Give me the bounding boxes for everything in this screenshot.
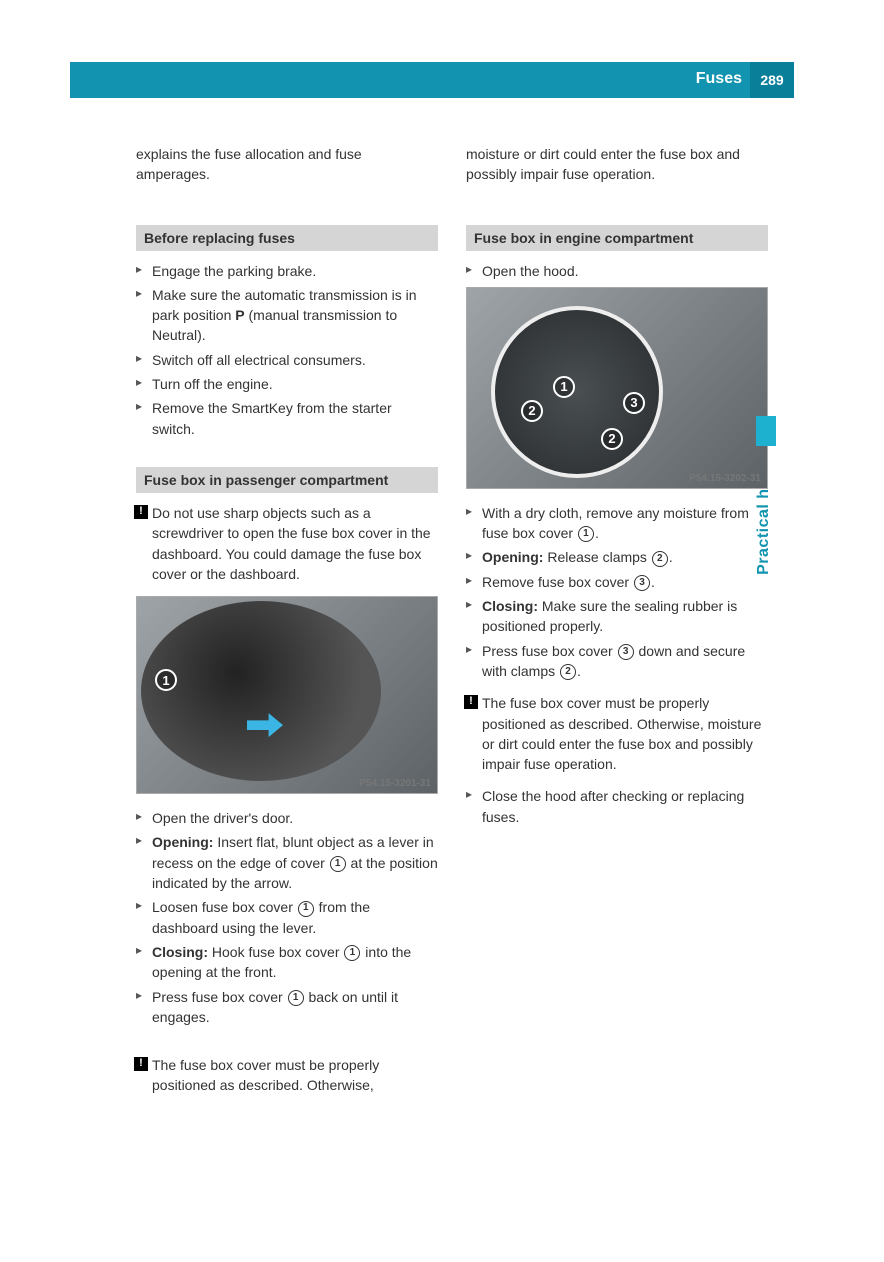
header-bar: Fuses 289 [70,62,794,98]
header-title: Fuses [696,70,742,88]
list-item: Make sure the automatic transmission is … [136,285,438,346]
list-item: Turn off the engine. [136,374,438,394]
list-item: Open the driver's door. [136,808,438,828]
list-item: Opening: Insert flat, blunt object as a … [136,832,438,893]
section-engine-fusebox: Fuse box in engine compartment [466,225,768,251]
image-engine-fusebox: 1 2 2 3 P54.15-3202-31 [466,287,768,489]
right-column: moisture or dirt could enter the fuse bo… [466,144,768,1108]
list-item: Close the hood after checking or replaci… [466,786,768,827]
right-intro: moisture or dirt could enter the fuse bo… [466,144,768,185]
page-number-box: 289 [750,62,794,98]
list-item: With a dry cloth, remove any moisture fr… [466,503,768,544]
content-area: explains the fuse allocation and fuse am… [0,98,884,1108]
image-callout: 1 [553,376,575,398]
list-item: Remove the SmartKey from the starter swi… [136,398,438,439]
list-item: Loosen fuse box cover 1 from the dashboa… [136,897,438,938]
left-column: explains the fuse allocation and fuse am… [136,144,438,1108]
warning-icon: ! [464,695,478,709]
passenger-steps-list: Open the driver's door. Opening: Insert … [136,808,438,1027]
list-item: Open the hood. [466,261,768,281]
warning-text: The fuse box cover must be properly posi… [152,1057,379,1093]
image-callout: 3 [623,392,645,414]
image-caption: P54.15-3202-31 [689,473,761,484]
image-callout: 1 [155,669,177,691]
warning-block: ! The fuse box cover must be properly po… [466,693,768,774]
list-item: Closing: Make sure the sealing rubber is… [466,596,768,637]
engine-steps-list: With a dry cloth, remove any moisture fr… [466,503,768,681]
warning-icon: ! [134,505,148,519]
open-hood-list: Open the hood. [466,261,768,281]
image-callout: 2 [521,400,543,422]
list-item: Engage the parking brake. [136,261,438,281]
image-caption: P54.15-3201-31 [359,778,431,789]
section-passenger-fusebox: Fuse box in passenger compartment [136,467,438,493]
list-item: Remove fuse box cover 3. [466,572,768,592]
list-item: Opening: Release clamps 2. [466,547,768,567]
list-item: Press fuse box cover 3 down and secure w… [466,641,768,682]
list-item: Press fuse box cover 1 back on until it … [136,987,438,1028]
warning-text: Do not use sharp objects such as a screw… [152,505,431,582]
list-item: Closing: Hook fuse box cover 1 into the … [136,942,438,983]
dashboard-panel-graphic [141,601,381,781]
warning-block: ! The fuse box cover must be properly po… [136,1055,438,1096]
warning-text: The fuse box cover must be properly posi… [482,695,761,772]
close-hood-list: Close the hood after checking or replaci… [466,786,768,827]
image-callout: 2 [601,428,623,450]
left-intro: explains the fuse allocation and fuse am… [136,144,438,185]
page-number: 289 [760,72,783,88]
warning-block: ! Do not use sharp objects such as a scr… [136,503,438,584]
page: Fuses 289 Practical hints explains the f… [0,62,884,1108]
side-tab [756,416,776,446]
section-before-replacing: Before replacing fuses [136,225,438,251]
list-item: Switch off all electrical consumers. [136,350,438,370]
warning-icon: ! [134,1057,148,1071]
image-dashboard-fusebox: 1 P54.15-3201-31 [136,596,438,794]
before-replacing-list: Engage the parking brake. Make sure the … [136,261,438,439]
